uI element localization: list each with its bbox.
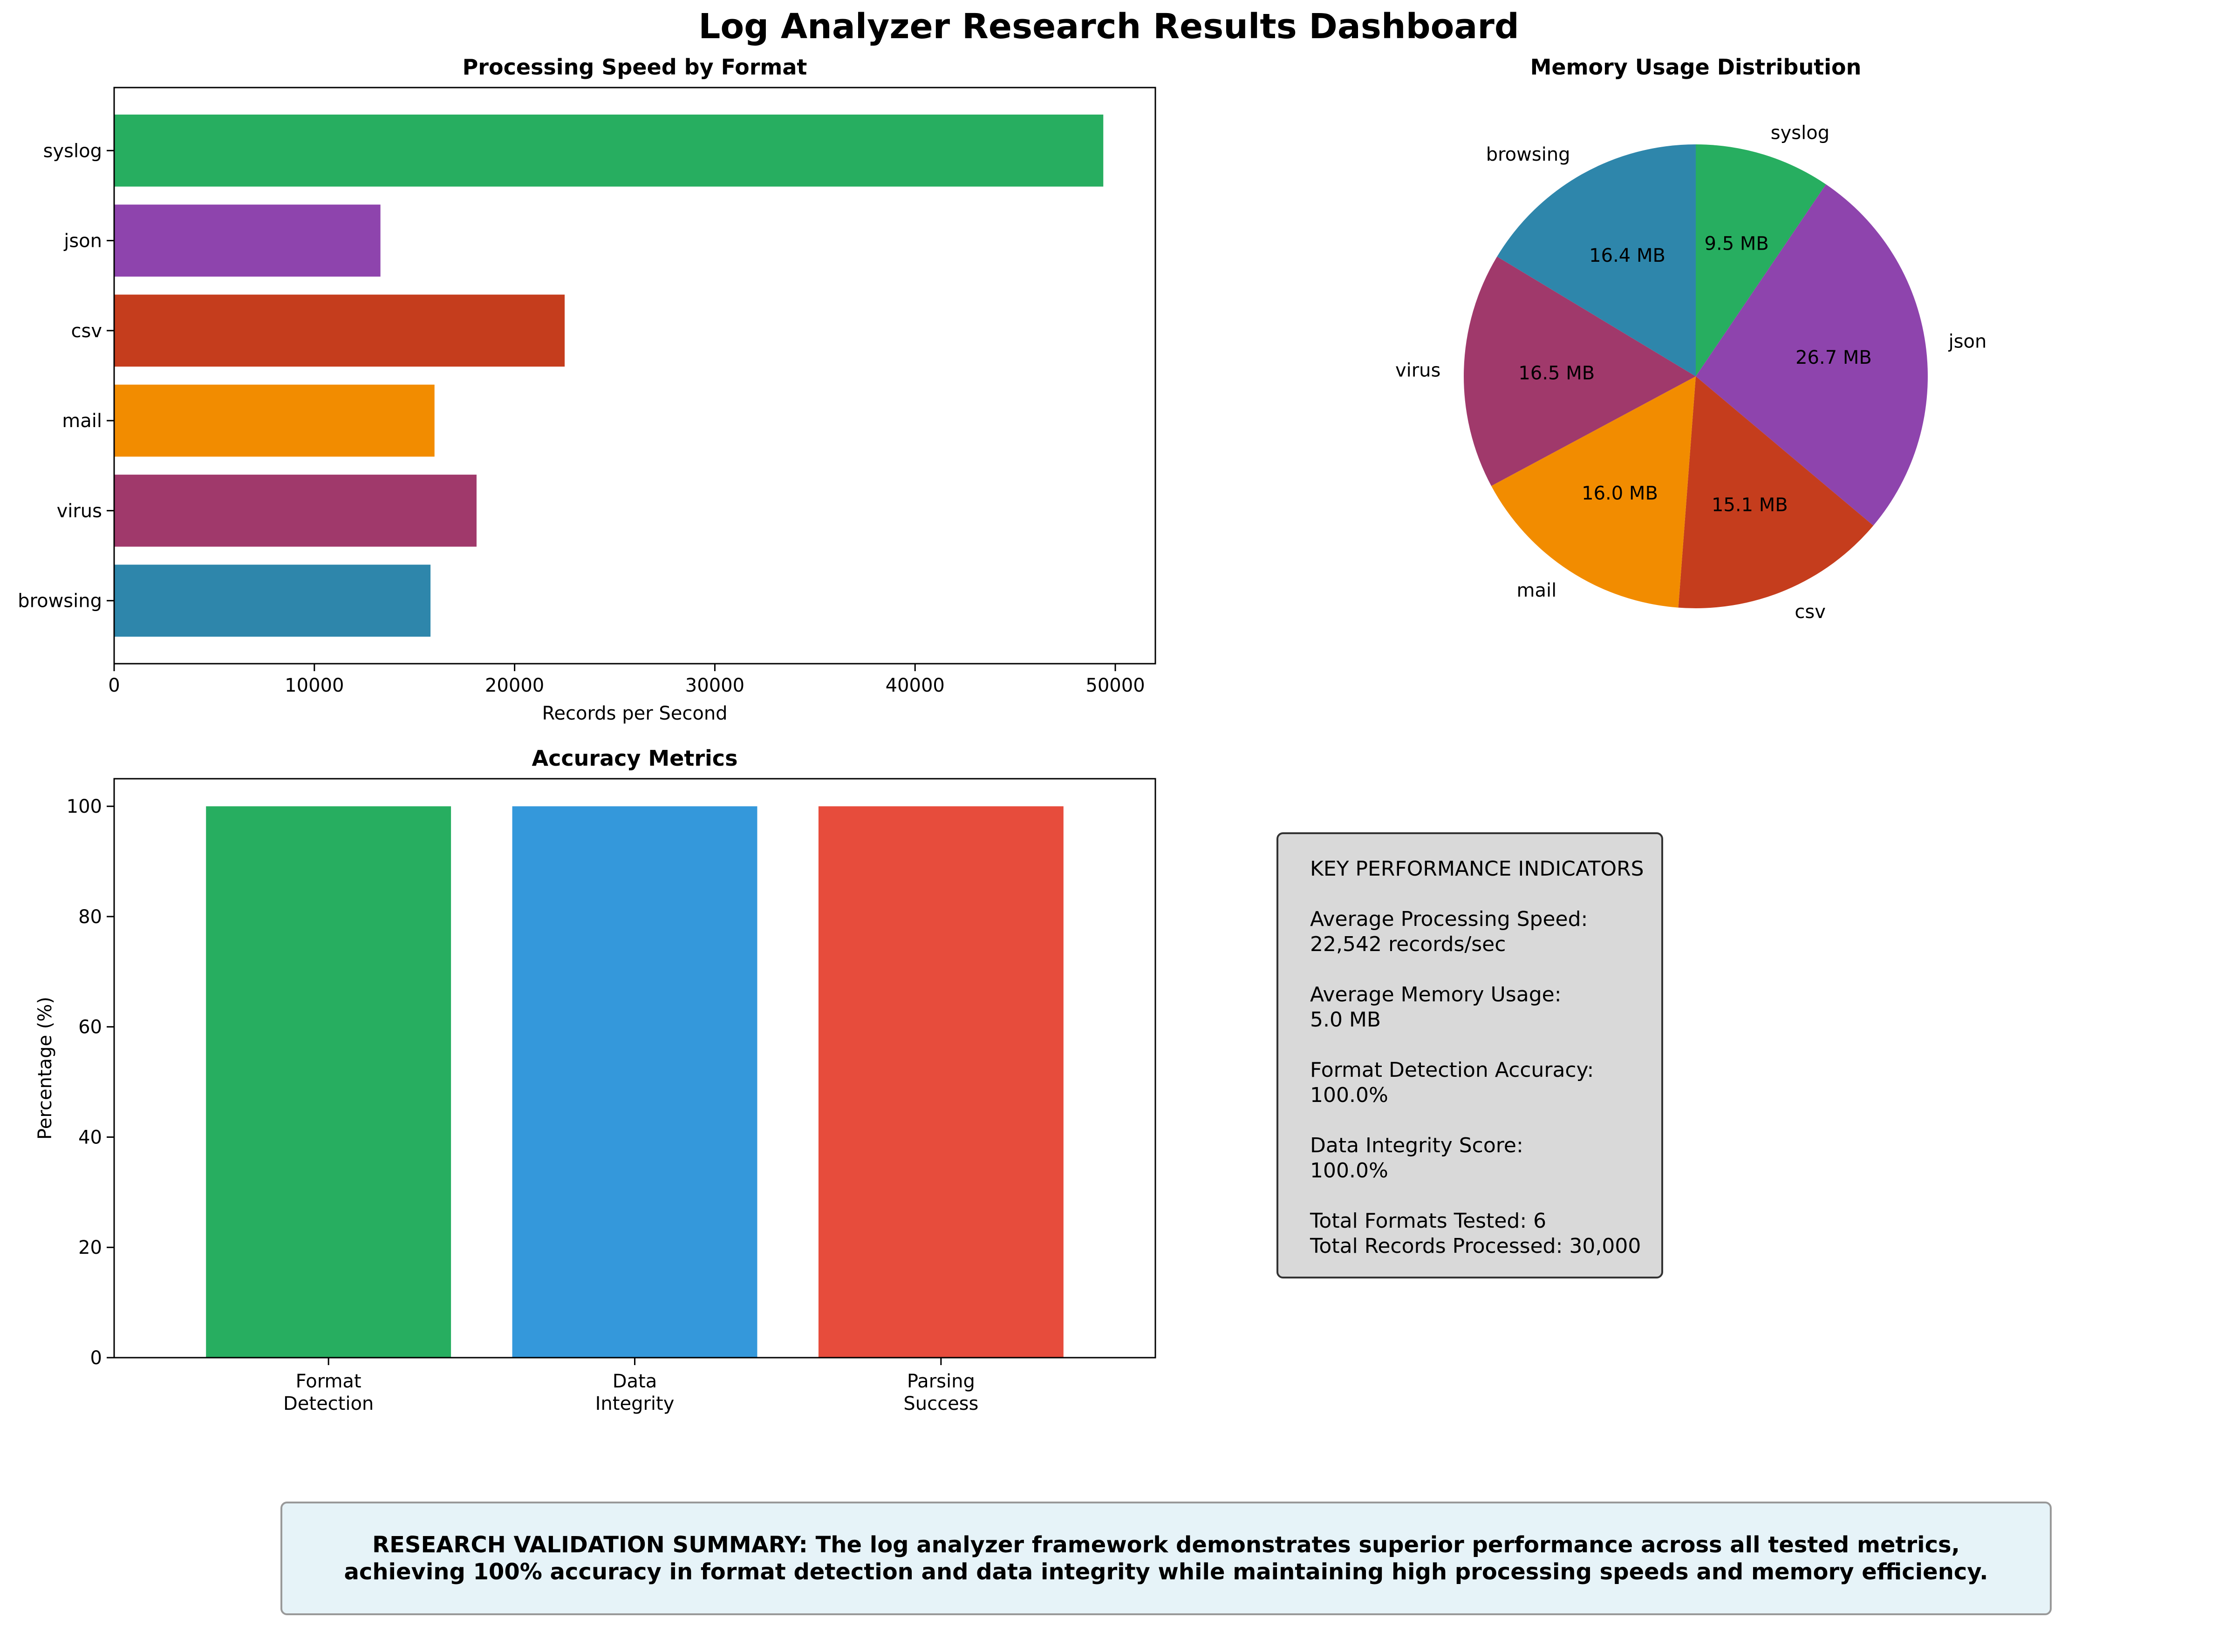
memory-slice-virus [1464, 256, 1696, 486]
speed-xtick-label-0: 0 [108, 675, 120, 696]
speed-axes-frame [113, 87, 1156, 665]
memory-slice-value-mail: 16.0 MB [1582, 483, 1658, 504]
accuracy-ytick-label-100: 100 [67, 796, 102, 817]
kpi-records-processed: Total Records Processed: 30,000 [1310, 1234, 1641, 1258]
dashboard-title: Log Analyzer Research Results Dashboard [698, 7, 1519, 47]
accuracy-axes-frame [113, 778, 1156, 1359]
kpi-accuracy-value: 100.0% [1310, 1083, 1388, 1107]
speed-xtick-label-40000: 40000 [886, 675, 945, 696]
speed-xtick-label-30000: 30000 [685, 675, 744, 696]
kpi-integrity-label: Data Integrity Score: [1310, 1134, 1523, 1157]
memory-slice-label-syslog: syslog [1771, 122, 1829, 143]
kpi-panel: KEY PERFORMANCE INDICATORS Average Proce… [1276, 832, 1663, 1278]
kpi-speed-value: 22,542 records/sec [1310, 932, 1506, 956]
accuracy-xtick-label-parsing_success: Parsing Success [903, 1371, 978, 1414]
memory-chart: Memory Usage Distribution 9.5 MB syslog 26.… [1395, 54, 1986, 623]
memory-slice-browsing [1497, 144, 1696, 376]
memory-slice-label-browsing: browsing [1486, 144, 1570, 165]
kpi-memory-label: Average Memory Usage: [1310, 983, 1562, 1006]
speed-bar-virus [114, 475, 477, 547]
memory-slice-label-csv: csv [1795, 601, 1826, 623]
accuracy-bar-data_integrity [512, 806, 758, 1358]
accuracy-xtick-label-line: Success [903, 1393, 978, 1414]
kpi-memory-value: 5.0 MB [1310, 1008, 1381, 1032]
summary-panel: RESEARCH VALIDATION SUMMARY: The log ana… [280, 1502, 2052, 1615]
accuracy-y-axis-label: Percentage (%) [34, 997, 56, 1140]
accuracy-ytick-label-0: 0 [90, 1347, 102, 1369]
memory-slice-csv [1678, 376, 1874, 609]
kpi-integrity-value: 100.0% [1310, 1159, 1388, 1183]
kpi-memory: Average Memory Usage: 5.0 MB [1310, 982, 1661, 1033]
memory-slice-value-syslog: 9.5 MB [1705, 233, 1769, 254]
summary-line-2: achieving 100% accuracy in format detect… [344, 1559, 1988, 1585]
memory-slice-value-browsing: 16.4 MB [1589, 245, 1665, 266]
speed-bar-json [114, 204, 381, 277]
speed-ytick-label-syslog: syslog [43, 140, 102, 162]
accuracy-ytick-label-20: 20 [78, 1237, 102, 1258]
accuracy-ytick-label-80: 80 [78, 906, 102, 928]
accuracy-bar-parsing_success [818, 806, 1064, 1358]
memory-slice-json [1696, 184, 1928, 526]
accuracy-xtick-label-line: Detection [283, 1393, 374, 1414]
speed-xtick-label-10000: 10000 [285, 675, 344, 696]
speed-xtick-label-20000: 20000 [485, 675, 544, 696]
kpi-accuracy-label: Format Detection Accuracy: [1310, 1058, 1594, 1082]
accuracy-xtick-label-line: Data [613, 1371, 657, 1392]
speed-ytick-label-virus: virus [57, 500, 102, 522]
speed-chart: Processing Speed by Format browsing virus m… [18, 54, 1156, 724]
accuracy-xtick-label-line: Format [296, 1371, 362, 1392]
speed-bar-browsing [114, 564, 431, 637]
accuracy-ytick-label-40: 40 [78, 1127, 102, 1148]
accuracy-bar-format_detection [206, 806, 451, 1358]
speed-bar-csv [114, 294, 565, 367]
speed-xtick-label-50000: 50000 [1085, 675, 1145, 696]
memory-slice-value-json: 26.7 MB [1795, 347, 1872, 368]
speed-ytick-label-csv: csv [71, 320, 102, 342]
speed-bar-syslog [114, 114, 1104, 187]
memory-slice-syslog [1696, 144, 1826, 376]
kpi-accuracy: Format Detection Accuracy: 100.0% [1310, 1058, 1661, 1108]
kpi-formats-tested: Total Formats Tested: 6 [1310, 1209, 1547, 1233]
accuracy-xtick-label-line: Parsing [907, 1371, 975, 1392]
accuracy-xtick-label-line: Integrity [595, 1393, 675, 1414]
accuracy-xtick-label-format_detection: Format Detection [283, 1371, 374, 1414]
accuracy-chart: Accuracy Metrics Format Detection Data Integ… [34, 746, 1156, 1414]
speed-ytick-label-json: json [63, 231, 102, 252]
memory-chart-title: Memory Usage Distribution [1530, 54, 1862, 80]
memory-slice-value-virus: 16.5 MB [1518, 363, 1595, 384]
speed-chart-title: Processing Speed by Format [463, 54, 807, 80]
kpi-speed: Average Processing Speed: 22,542 records… [1310, 907, 1661, 957]
memory-slice-label-mail: mail [1517, 580, 1557, 601]
kpi-speed-label: Average Processing Speed: [1310, 907, 1588, 931]
memory-slice-label-json: json [1948, 331, 1987, 353]
speed-ytick-label-browsing: browsing [18, 591, 102, 612]
speed-ytick-label-mail: mail [62, 410, 102, 432]
speed-x-axis-label: Records per Second [542, 703, 727, 724]
kpi-integrity: Data Integrity Score: 100.0% [1310, 1133, 1661, 1183]
accuracy-chart-title: Accuracy Metrics [532, 746, 738, 771]
accuracy-ytick-label-60: 60 [78, 1017, 102, 1038]
memory-slice-mail [1491, 376, 1696, 608]
accuracy-xtick-label-data_integrity: Data Integrity [595, 1371, 675, 1414]
memory-slice-label-virus: virus [1395, 360, 1440, 381]
kpi-title: KEY PERFORMANCE INDICATORS [1310, 857, 1644, 881]
memory-slice-value-csv: 15.1 MB [1712, 494, 1788, 516]
speed-bar-mail [114, 384, 435, 457]
summary-line-1: RESEARCH VALIDATION SUMMARY: The log ana… [372, 1532, 1960, 1558]
